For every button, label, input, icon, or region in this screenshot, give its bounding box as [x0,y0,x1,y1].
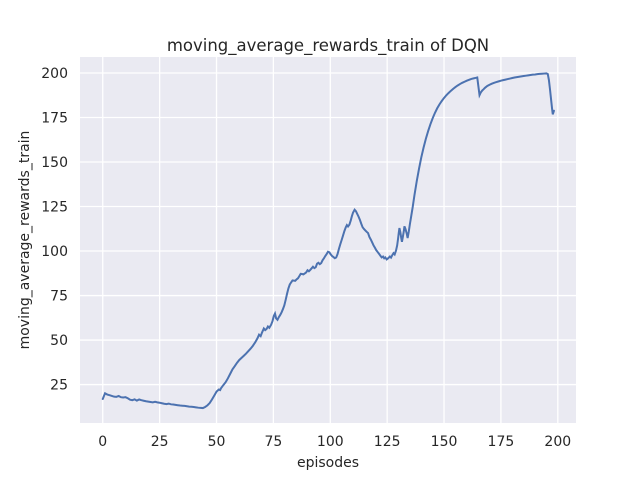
x-tick-label: 50 [208,434,226,450]
x-tick-label: 0 [98,434,107,450]
y-tick-label: 50 [50,333,68,349]
x-tick-label: 175 [488,434,515,450]
chart-title: moving_average_rewards_train of DQN [167,36,489,56]
y-axis-label: moving_average_rewards_train [17,131,33,350]
series-line [101,72,555,410]
x-tick-label: 25 [151,434,169,450]
x-tick-label: 200 [544,434,571,450]
x-tick-label: 75 [264,434,282,450]
y-tick-label: 175 [41,111,68,127]
x-tick-label: 100 [317,434,344,450]
plot-area [80,57,576,423]
x-axis-ticks: 0 25 50 75 100 125 150 175 200 [98,434,571,450]
y-tick-label: 25 [50,378,68,394]
y-tick-label: 100 [41,244,68,260]
y-tick-label: 150 [41,155,68,171]
y-tick-label: 125 [41,200,68,216]
y-tick-label: 200 [41,66,68,82]
x-axis-label: episodes [297,455,359,471]
y-tick-label: 75 [50,289,68,305]
y-axis-ticks: 25 50 75 100 125 150 175 200 [41,66,68,394]
x-tick-label: 125 [374,434,401,450]
x-tick-label: 150 [431,434,458,450]
